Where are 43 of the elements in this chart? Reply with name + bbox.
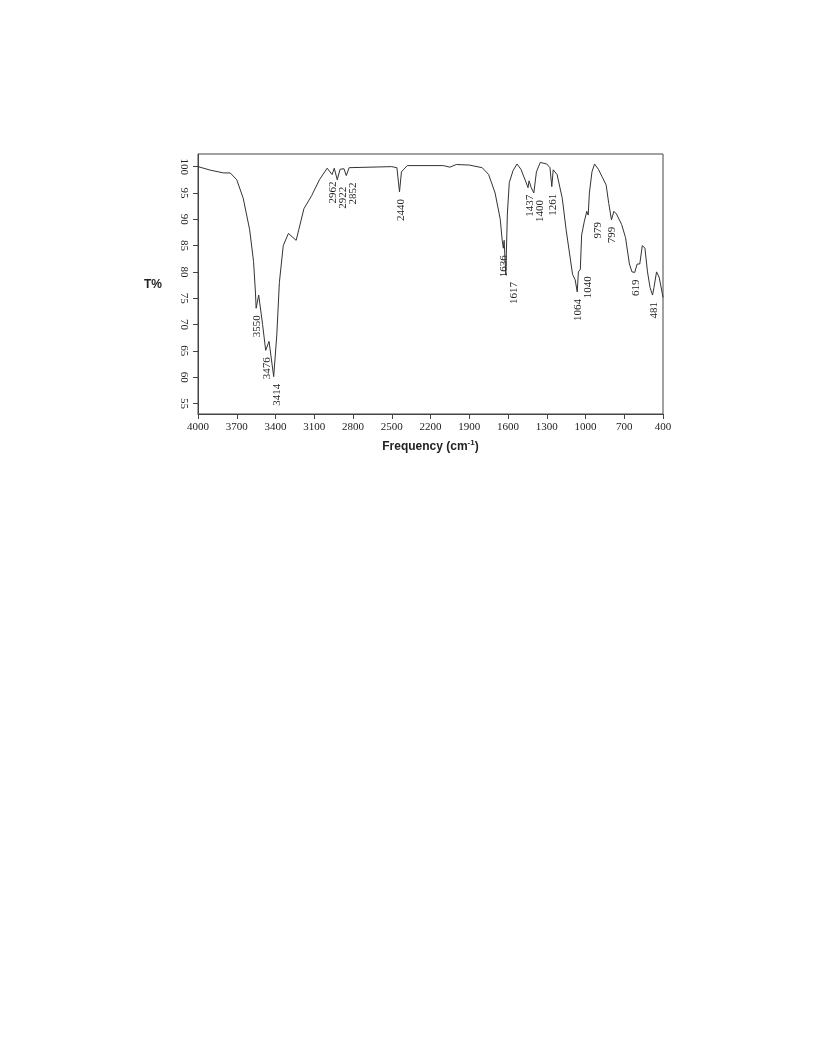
annotation: 1064 <box>571 298 584 321</box>
y-axis-title: T% <box>144 277 163 291</box>
y-tick-label: 75 <box>178 292 191 305</box>
x-tick-label: 400 <box>654 419 672 432</box>
x-tick-label: 2500 <box>380 419 404 432</box>
x-tick-label: 1000 <box>574 419 597 432</box>
annotation: 3414 <box>270 383 283 406</box>
x-tick-label: 3700 <box>225 419 249 432</box>
annotation: 1437 <box>523 194 536 217</box>
annotation: 979 <box>591 221 604 239</box>
y-tick-label: 95 <box>178 187 191 199</box>
annotation: 619 <box>628 278 641 296</box>
y-tick-label: 55 <box>178 397 191 410</box>
annotation: 3550 <box>250 314 263 338</box>
x-tick-label: 2800 <box>342 419 365 432</box>
x-tick-label: 1300 <box>535 419 559 432</box>
annotation: 1617 <box>507 281 520 305</box>
annotation: 1636 <box>497 254 510 278</box>
y-tick-label: 100 <box>178 158 191 176</box>
y-tick-label: 85 <box>178 240 191 252</box>
annotation: 1040 <box>581 275 594 299</box>
x-tick-label: 3400 <box>264 419 287 432</box>
x-tick-label: 3100 <box>303 419 326 432</box>
y-tick-label: 70 <box>178 319 191 331</box>
y-tick-label: 65 <box>178 345 191 357</box>
x-tick-label: 4000 <box>187 419 210 432</box>
annotation: 1261 <box>545 193 558 216</box>
annotation: 2922 <box>336 186 349 209</box>
annotation: 2440 <box>393 198 406 221</box>
y-tick-label: 80 <box>178 266 191 278</box>
annotation: 799 <box>605 226 618 244</box>
annotation: 481 <box>646 302 659 319</box>
annotation: 2962 <box>326 181 339 204</box>
annotation: 2852 <box>346 182 359 205</box>
x-tick-label: 1900 <box>458 419 481 432</box>
annotation: 1400 <box>533 199 546 222</box>
y-tick-label: 90 <box>178 213 191 226</box>
x-tick-label: 2200 <box>419 419 442 432</box>
annotation: 3476 <box>260 356 273 380</box>
x-tick-label: 700 <box>616 419 633 432</box>
x-tick-label: 1600 <box>497 419 520 432</box>
line-series <box>197 161 664 378</box>
y-tick-label: 60 <box>178 371 191 384</box>
